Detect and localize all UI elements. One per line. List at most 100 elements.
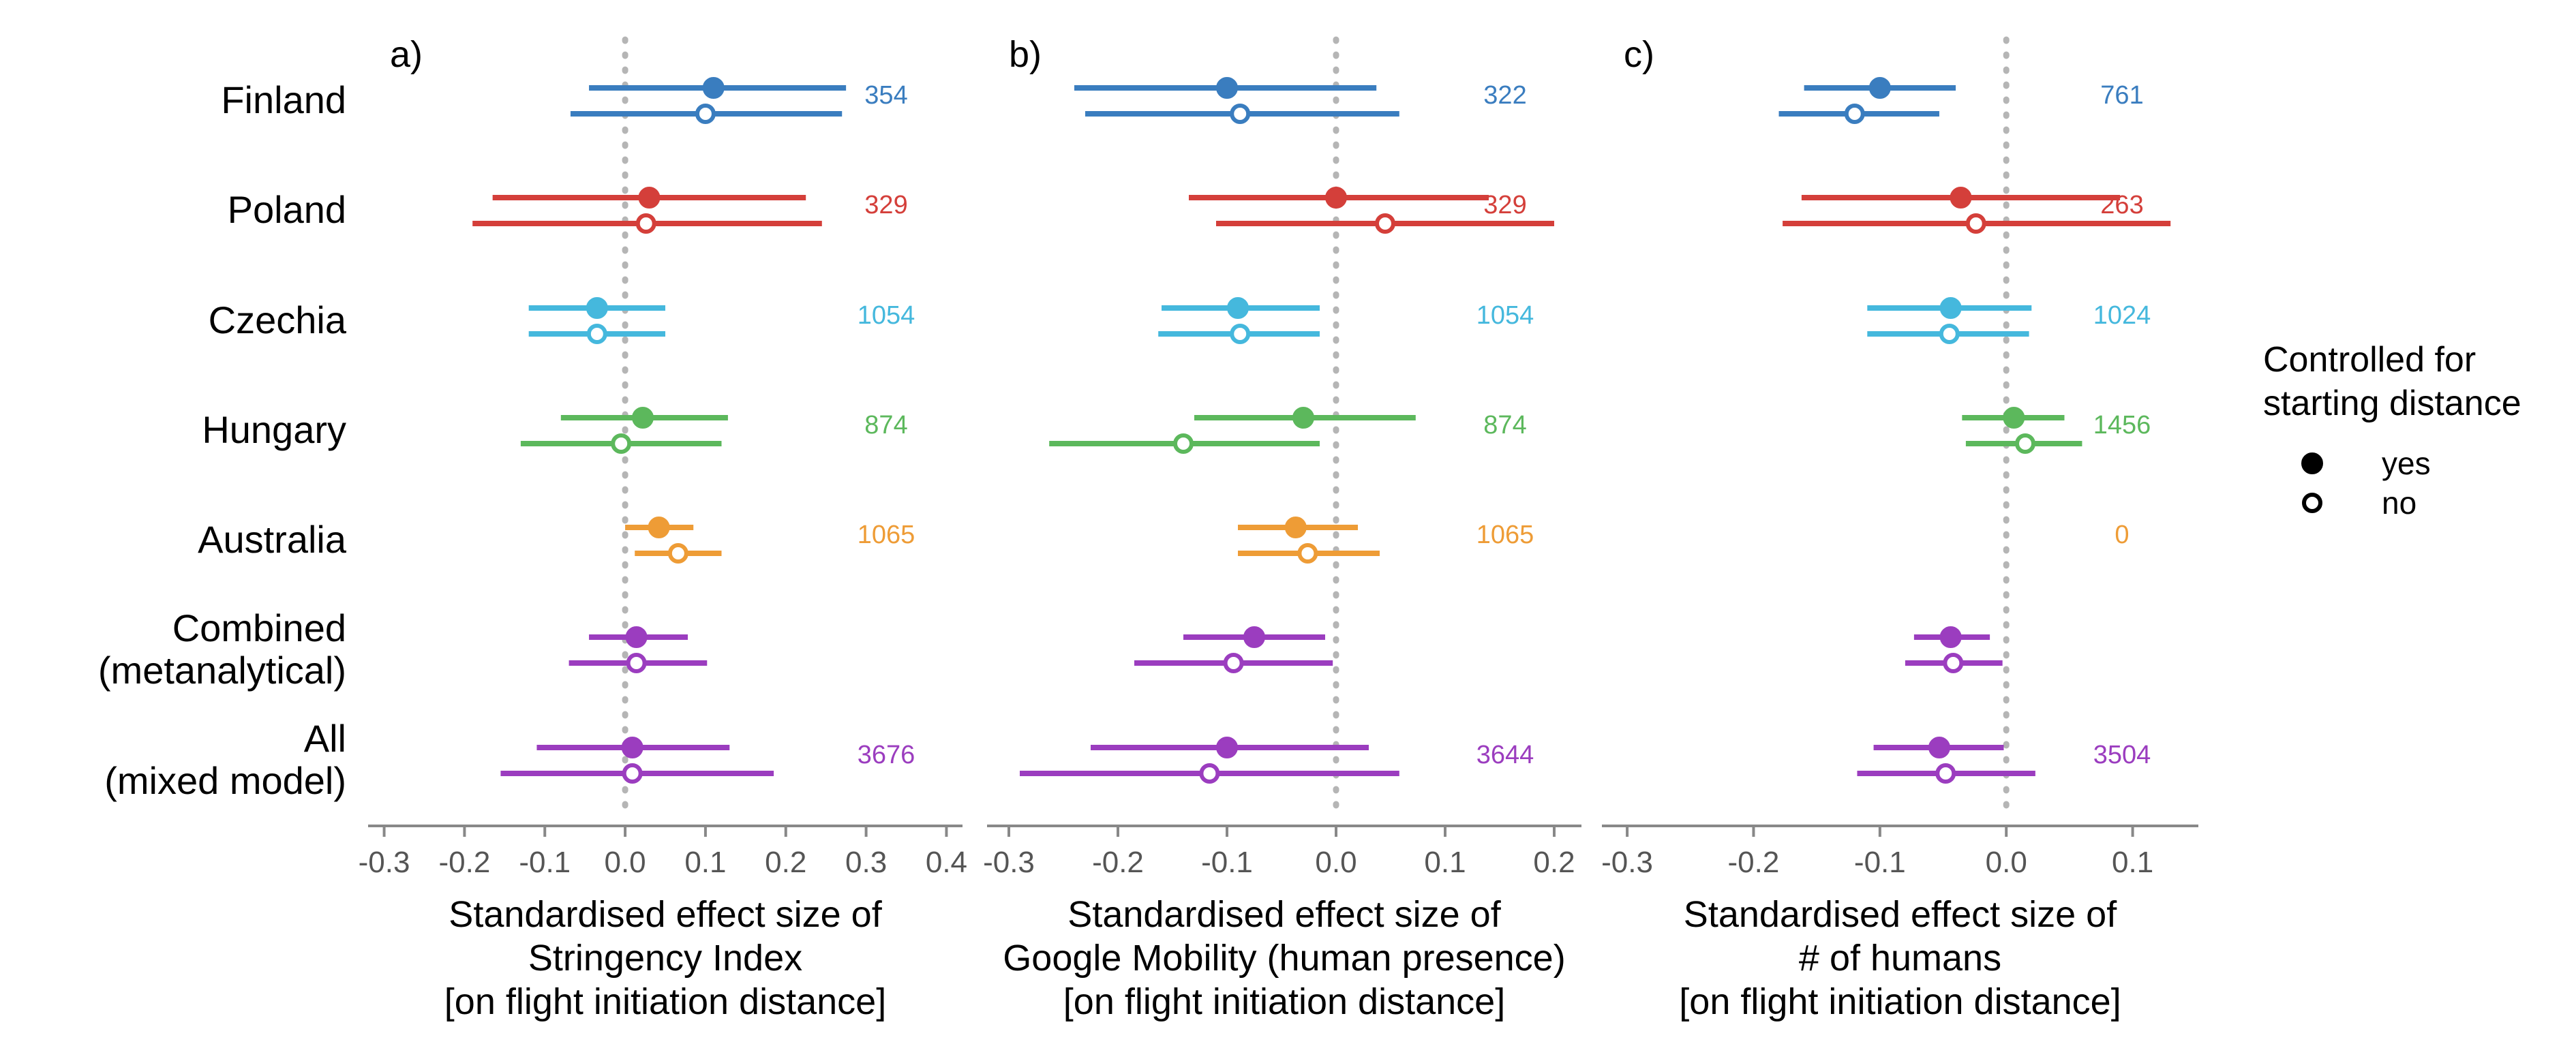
sample-size-a-poland: 329 — [864, 191, 907, 219]
panel-label-c: c) — [1624, 34, 1654, 75]
point-yes-c-hungary — [2003, 407, 2025, 429]
point-yes-c-czechia — [1939, 297, 1962, 319]
point-yes-a-all — [621, 737, 643, 758]
panels: a) -0.3 -0.2 -0.1 0.0 0.1 0.2 0.3 0.4 Standardise… — [359, 34, 2198, 1022]
sample-size-c-finland: 761 — [2100, 81, 2143, 110]
point-no-a-poland — [635, 213, 656, 234]
x-axis-title-b: Standardised effect size of — [1067, 894, 1501, 935]
row-label-australia: Australia — [198, 518, 347, 561]
point-no-a-czechia — [586, 324, 607, 344]
point-yes-a-combined — [625, 626, 648, 648]
legend-title: Controlled for — [2263, 340, 2476, 380]
point-yes-b-czechia — [1227, 297, 1249, 319]
sample-size-b-poland: 329 — [1483, 191, 1526, 219]
x-axis-title-a: Standardised effect size of — [449, 894, 882, 935]
x-tick-label-c: -0.1 — [1854, 846, 1906, 879]
x-tick-label-a: 0.3 — [845, 846, 887, 879]
sample-size-b-czechia: 1054 — [1476, 301, 1534, 330]
point-no-a-finland — [695, 104, 716, 124]
x-tick-label-b: 0.2 — [1533, 846, 1575, 879]
point-yes-a-czechia — [586, 297, 608, 319]
x-tick-label-c: -0.2 — [1728, 846, 1780, 879]
legend-title: starting distance — [2263, 384, 2521, 423]
sample-size-c-all: 3504 — [2093, 741, 2151, 769]
point-no-a-combined — [626, 653, 647, 673]
x-tick-label-c: 0.1 — [2112, 846, 2153, 879]
x-tick-label-b: -0.2 — [1092, 846, 1144, 879]
point-yes-a-hungary — [632, 407, 654, 429]
sample-size-b-all: 3644 — [1476, 741, 1534, 769]
x-tick-label-a: 0.0 — [604, 846, 646, 879]
sample-size-b-finland: 322 — [1483, 81, 1526, 110]
legend-marker-yes — [2301, 452, 2323, 474]
point-no-a-all — [622, 763, 643, 784]
row-label-all: (mixed model) — [104, 759, 346, 802]
row-label-czechia: Czechia — [209, 298, 347, 341]
row-label-hungary: Hungary — [202, 408, 346, 451]
x-axis-title-b: [on flight initiation distance] — [1063, 981, 1505, 1022]
point-yes-b-combined — [1243, 626, 1265, 648]
point-no-b-hungary — [1173, 433, 1194, 454]
point-no-b-poland — [1375, 213, 1395, 234]
x-tick-label-a: 0.1 — [684, 846, 726, 879]
point-yes-b-australia — [1284, 517, 1307, 538]
panel-label-a: a) — [390, 34, 423, 75]
x-axis-title-c: Standardised effect size of — [1684, 894, 2117, 935]
point-yes-b-finland — [1216, 77, 1238, 99]
sample-size-a-all: 3676 — [858, 741, 915, 769]
point-yes-c-all — [1928, 737, 1950, 758]
row-label-combined: Combined — [172, 606, 346, 649]
point-yes-c-combined — [1939, 626, 1962, 648]
x-tick-label-a: -0.1 — [519, 846, 571, 879]
panel-c: c) -0.3 -0.2 -0.1 0.0 0.1 Standardised effect … — [1601, 34, 2198, 1022]
sample-size-c-australia: 0 — [2115, 521, 2129, 549]
x-tick-label-c: -0.3 — [1601, 846, 1653, 879]
legend: Controlled for starting distance yes no — [2263, 340, 2521, 521]
x-axis-title-a: [on flight initiation distance] — [444, 981, 886, 1022]
point-yes-b-all — [1216, 737, 1238, 758]
sample-size-a-finland: 354 — [864, 81, 907, 110]
point-yes-a-poland — [638, 187, 661, 209]
point-yes-a-australia — [648, 517, 670, 538]
row-label-all: All — [304, 717, 346, 760]
point-yes-c-finland — [1868, 77, 1891, 99]
panel-b: b) -0.3 -0.2 -0.1 0.0 0.1 0.2 Standardised effe… — [983, 34, 1581, 1022]
point-yes-a-finland — [702, 77, 725, 99]
legend-label-yes: yes — [2382, 446, 2431, 481]
point-no-b-all — [1199, 763, 1220, 784]
point-no-c-all — [1935, 763, 1956, 784]
sample-size-c-hungary: 1456 — [2093, 411, 2151, 440]
point-no-c-czechia — [1939, 324, 1960, 344]
x-tick-label-a: -0.3 — [359, 846, 410, 879]
point-no-b-australia — [1297, 543, 1318, 564]
x-tick-label-b: 0.0 — [1315, 846, 1357, 879]
point-no-a-hungary — [611, 433, 632, 454]
x-tick-label-b: -0.3 — [983, 846, 1035, 879]
x-tick-label-c: 0.0 — [1986, 846, 2027, 879]
x-axis-title-b: Google Mobility (human presence) — [1003, 938, 1565, 979]
row-label-poland: Poland — [228, 188, 346, 231]
x-tick-label-a: 0.2 — [765, 846, 806, 879]
sample-size-a-czechia: 1054 — [858, 301, 915, 330]
point-yes-b-poland — [1325, 187, 1347, 209]
sample-size-a-hungary: 874 — [864, 411, 907, 440]
sample-size-b-hungary: 874 — [1483, 411, 1526, 440]
point-no-c-poland — [1965, 213, 1986, 234]
row-labels: Finland Poland Czechia Hungary Australia Comb… — [98, 78, 347, 802]
x-tick-label-a: -0.2 — [438, 846, 490, 879]
x-axis-title-c: [on flight initiation distance] — [1679, 981, 2121, 1022]
point-yes-c-poland — [1950, 187, 1972, 209]
point-no-c-combined — [1943, 653, 1964, 673]
point-no-c-finland — [1844, 104, 1865, 124]
point-no-b-czechia — [1230, 324, 1251, 344]
sample-size-a-australia: 1065 — [858, 521, 915, 549]
panel-label-b: b) — [1009, 34, 1042, 75]
point-no-b-finland — [1230, 104, 1251, 124]
x-tick-label-b: -0.1 — [1201, 846, 1253, 879]
point-no-b-combined — [1223, 653, 1244, 673]
row-label-combined: (metanalytical) — [98, 649, 346, 692]
panel-a: a) -0.3 -0.2 -0.1 0.0 0.1 0.2 0.3 0.4 Standardise… — [359, 34, 967, 1022]
x-axis-title-c: # of humans — [1799, 938, 2001, 979]
point-no-c-hungary — [2015, 433, 2036, 454]
